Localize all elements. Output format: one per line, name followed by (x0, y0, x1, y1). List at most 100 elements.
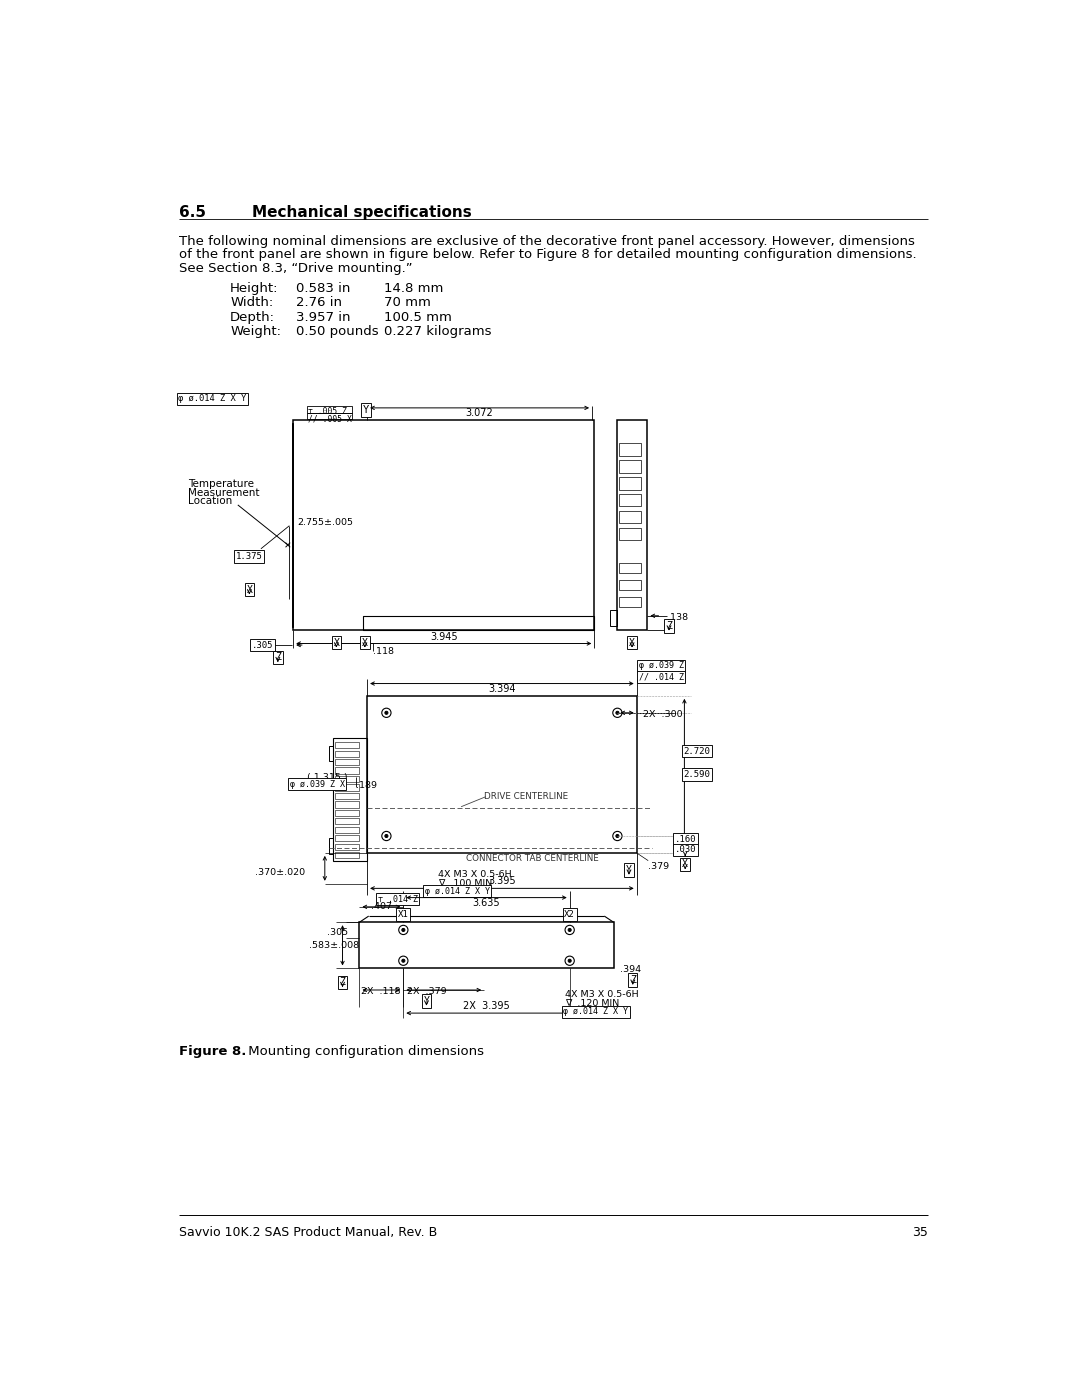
Text: // .014 Z: // .014 Z (638, 672, 684, 682)
Bar (335, 852, 360, 858)
Text: .379: .379 (648, 862, 670, 872)
Text: Z: Z (339, 978, 346, 988)
Text: 100.5 mm: 100.5 mm (384, 312, 451, 324)
Bar (335, 793, 360, 799)
Bar (610, 610, 617, 626)
Bar (360, 922, 613, 968)
Text: 35: 35 (912, 1225, 928, 1239)
Text: 3.945: 3.945 (430, 631, 458, 641)
Bar (333, 738, 367, 862)
Text: Z: Z (275, 652, 281, 662)
Text: ( 1.315 ): ( 1.315 ) (307, 773, 348, 782)
Text: 14.8 mm: 14.8 mm (384, 282, 444, 295)
Bar (335, 827, 360, 833)
Text: 4X M3 X 0.5-6H: 4X M3 X 0.5-6H (565, 990, 638, 999)
Bar (292, 422, 294, 627)
Circle shape (402, 929, 405, 932)
Text: The following nominal dimensions are exclusive of the decorative front panel acc: The following nominal dimensions are exc… (179, 236, 915, 249)
Text: .118: .118 (373, 647, 393, 655)
Circle shape (616, 711, 619, 714)
Circle shape (616, 834, 619, 838)
Text: Mounting configuration dimensions: Mounting configuration dimensions (227, 1045, 484, 1059)
Text: .305: .305 (252, 641, 273, 650)
Text: Savvio 10K.2 SAS Product Manual, Rev. B: Savvio 10K.2 SAS Product Manual, Rev. B (179, 1225, 437, 1239)
Text: X: X (683, 859, 688, 869)
Text: 0.50 pounds: 0.50 pounds (296, 326, 378, 338)
Text: .138: .138 (667, 613, 689, 622)
Bar (335, 775, 360, 782)
Circle shape (384, 834, 388, 838)
Text: // .005 X: // .005 X (308, 414, 352, 423)
Circle shape (402, 960, 405, 963)
Bar (619, 580, 640, 591)
Bar (367, 696, 636, 854)
Text: 3.395: 3.395 (488, 876, 516, 887)
Bar (294, 420, 594, 630)
Bar (619, 460, 640, 472)
Text: X1: X1 (397, 909, 408, 919)
Text: 70 mm: 70 mm (384, 296, 431, 309)
Text: 2.76 in: 2.76 in (296, 296, 341, 309)
Text: .030: .030 (674, 845, 696, 855)
Bar (619, 443, 640, 455)
Text: 2.720: 2.720 (684, 747, 711, 756)
Text: Mechanical specifications: Mechanical specifications (252, 204, 471, 219)
Text: 0.227 kilograms: 0.227 kilograms (384, 326, 491, 338)
Bar (619, 597, 640, 608)
Bar (619, 478, 640, 489)
Bar (307, 412, 352, 419)
Circle shape (568, 929, 571, 932)
Text: φ ø.039 Z: φ ø.039 Z (638, 661, 684, 671)
Text: X2: X2 (564, 909, 575, 919)
Text: 2X  .118: 2X .118 (361, 986, 401, 996)
Bar (335, 767, 360, 774)
Text: Height:: Height: (230, 282, 279, 295)
Text: Y: Y (626, 865, 632, 875)
Circle shape (568, 960, 571, 963)
Text: 3.072: 3.072 (465, 408, 494, 418)
Bar (335, 784, 360, 791)
Text: Figure 8.: Figure 8. (179, 1045, 246, 1059)
Text: 6.5: 6.5 (179, 204, 206, 219)
Text: .370±.020: .370±.020 (256, 869, 306, 877)
Bar (335, 759, 360, 766)
Text: .407: .407 (370, 902, 392, 911)
Text: Z: Z (666, 620, 672, 631)
Text: 0.583 in: 0.583 in (296, 282, 350, 295)
Bar (335, 802, 360, 807)
Text: φ ø.039 Z X: φ ø.039 Z X (289, 780, 345, 789)
Text: 2X  3.395: 2X 3.395 (463, 1002, 510, 1011)
Bar (328, 746, 333, 761)
Text: X: X (630, 637, 635, 648)
Text: X: X (246, 584, 253, 595)
Text: .583±.008: .583±.008 (309, 942, 360, 950)
Bar (328, 838, 333, 854)
Text: φ ø.014 Z X Y: φ ø.014 Z X Y (424, 887, 489, 895)
Text: 2X  .300: 2X .300 (643, 710, 683, 718)
Text: Y: Y (423, 996, 430, 1006)
Text: 3.394: 3.394 (488, 685, 515, 694)
Bar (335, 835, 360, 841)
Text: See Section 8.3, “Drive mounting.”: See Section 8.3, “Drive mounting.” (179, 261, 413, 275)
Bar (617, 420, 647, 630)
Text: 4X M3 X 0.5-6H: 4X M3 X 0.5-6H (438, 870, 512, 879)
Text: ∇  .120 MIN: ∇ .120 MIN (565, 999, 619, 1009)
Bar (335, 819, 360, 824)
Text: DRIVE CENTERLINE: DRIVE CENTERLINE (484, 792, 568, 800)
Text: .394: .394 (620, 964, 640, 974)
Bar (335, 742, 360, 749)
Text: Measurement: Measurement (188, 488, 259, 497)
Text: .305: .305 (327, 929, 348, 937)
Text: ∇  .100 MIN: ∇ .100 MIN (438, 879, 492, 888)
Text: 2.590: 2.590 (684, 770, 711, 780)
Bar (363, 616, 594, 630)
Text: 2X  .379: 2X .379 (407, 986, 447, 996)
Text: of the front panel are shown in figure below. Refer to Figure 8 for detailed mou: of the front panel are shown in figure b… (179, 249, 917, 261)
Text: 1.375: 1.375 (235, 552, 262, 562)
Bar (335, 810, 360, 816)
Text: Width:: Width: (230, 296, 273, 309)
Text: 3.635: 3.635 (473, 898, 500, 908)
Text: .160: .160 (674, 834, 696, 844)
Text: Y: Y (363, 405, 368, 415)
Text: 3.957 in: 3.957 in (296, 312, 350, 324)
